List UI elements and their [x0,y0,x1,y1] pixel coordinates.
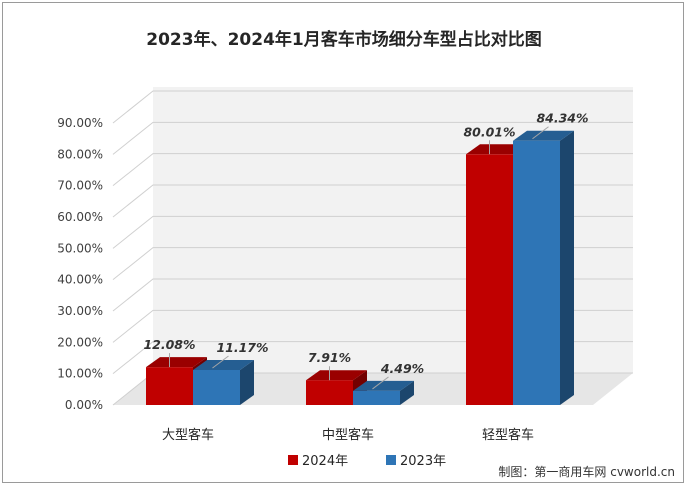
legend-label: 2023年 [400,454,446,469]
x-tick-label: 轻型客车 [482,427,534,443]
legend-swatch [386,455,396,465]
data-label: 80.01% [463,124,515,139]
data-label: 4.49% [380,361,424,376]
bar-top [466,144,527,155]
x-tick-label: 中型客车 [322,427,374,443]
bar-top [353,380,414,391]
bar-top [193,360,254,371]
y-tick-label: 90.00% [57,116,103,130]
bar [466,154,513,405]
y-tick-label: 0.00% [65,398,103,412]
bar [193,370,240,405]
legend-swatch [288,455,298,465]
bar [353,390,400,405]
data-label: 11.17% [216,340,268,355]
y-tick-label: 80.00% [57,147,103,161]
x-tick-label: 大型客车 [162,427,214,443]
bar-top [513,130,574,141]
bar-top [146,357,207,368]
legend-label: 2024年 [302,454,348,469]
bar [146,367,193,405]
bar-side [400,380,414,405]
y-tick-label: 30.00% [57,304,103,318]
y-tick-label: 50.00% [57,241,103,255]
bar-side [240,360,254,405]
credit-text: 制图：第一商用车网 cvworld.cn [498,465,675,479]
y-tick-label: 60.00% [57,210,103,224]
data-label-leader [532,126,549,140]
data-label: 84.34% [536,111,588,126]
data-label: 7.91% [308,350,351,365]
bar [513,140,560,405]
y-tick-label: 10.00% [57,367,103,381]
y-tick-label: 70.00% [57,179,103,193]
bar-top [306,370,367,381]
chart-title: 2023年、2024年1月客车市场细分车型占比对比图 [146,30,542,50]
chart-frame: 2023年、2024年1月客车市场细分车型占比对比图 0.00% 10.00% 20… [2,2,684,483]
data-label-leader [372,376,389,390]
chart-canvas: 0.00% 10.00% 20.00% 30.00% 40.00% 50.00% 60.00… [57,87,633,469]
bar [306,380,353,405]
data-label-leader [212,355,229,369]
data-label: 12.08% [143,337,195,352]
y-tick-label: 20.00% [57,335,103,349]
bar-side [560,130,574,405]
y-tick-label: 40.00% [57,273,103,287]
gridline [112,90,633,124]
gridline [112,121,633,155]
